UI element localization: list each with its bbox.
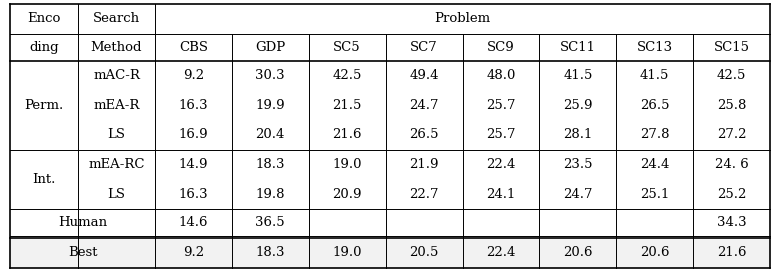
Text: GDP: GDP (255, 41, 285, 54)
Text: 34.3: 34.3 (717, 216, 746, 229)
Text: 42.5: 42.5 (717, 69, 746, 82)
Text: 16.3: 16.3 (179, 187, 208, 200)
Text: 24. 6: 24. 6 (714, 158, 749, 171)
Text: mEA-RC: mEA-RC (88, 158, 145, 171)
Text: SC9: SC9 (487, 41, 515, 54)
Text: 25.1: 25.1 (640, 187, 669, 200)
Text: 21.5: 21.5 (332, 99, 362, 112)
Text: 27.8: 27.8 (640, 128, 669, 141)
Text: 23.5: 23.5 (563, 158, 593, 171)
Text: 24.7: 24.7 (410, 99, 439, 112)
Text: 14.6: 14.6 (179, 216, 208, 229)
Text: 26.5: 26.5 (640, 99, 669, 112)
Text: 21.6: 21.6 (717, 246, 746, 259)
Text: LS: LS (108, 128, 126, 141)
Text: 42.5: 42.5 (332, 69, 362, 82)
Text: 21.9: 21.9 (410, 158, 439, 171)
Text: 36.5: 36.5 (256, 216, 285, 229)
Text: SC5: SC5 (333, 41, 361, 54)
Text: 9.2: 9.2 (183, 69, 204, 82)
Text: 18.3: 18.3 (256, 158, 285, 171)
Text: ding: ding (29, 41, 58, 54)
Text: Enco: Enco (27, 12, 61, 25)
Text: 25.8: 25.8 (717, 99, 746, 112)
Text: Int.: Int. (32, 173, 55, 186)
Text: SC15: SC15 (714, 41, 750, 54)
Text: 25.7: 25.7 (486, 128, 516, 141)
Text: 49.4: 49.4 (410, 69, 439, 82)
Text: 19.0: 19.0 (332, 158, 362, 171)
Text: 19.0: 19.0 (332, 246, 362, 259)
Text: 20.4: 20.4 (256, 128, 285, 141)
Text: 20.9: 20.9 (332, 187, 362, 200)
Text: 20.6: 20.6 (563, 246, 593, 259)
Text: CBS: CBS (179, 41, 208, 54)
Text: mAC-R: mAC-R (93, 69, 140, 82)
Text: 24.4: 24.4 (640, 158, 669, 171)
Text: 19.8: 19.8 (256, 187, 285, 200)
Text: 16.9: 16.9 (179, 128, 208, 141)
Text: 9.2: 9.2 (183, 246, 204, 259)
Text: 22.7: 22.7 (410, 187, 439, 200)
Text: Problem: Problem (434, 12, 491, 25)
Text: LS: LS (108, 187, 126, 200)
Text: 20.6: 20.6 (640, 246, 669, 259)
Text: 22.4: 22.4 (486, 246, 516, 259)
Text: 21.6: 21.6 (332, 128, 362, 141)
Text: 27.2: 27.2 (717, 128, 746, 141)
Text: 48.0: 48.0 (486, 69, 516, 82)
Text: 22.4: 22.4 (486, 158, 516, 171)
Text: 20.5: 20.5 (410, 246, 438, 259)
Text: SC11: SC11 (560, 41, 596, 54)
Text: 16.3: 16.3 (179, 99, 208, 112)
Text: 18.3: 18.3 (256, 246, 285, 259)
Text: 41.5: 41.5 (640, 69, 669, 82)
Text: Method: Method (90, 41, 142, 54)
Text: 25.7: 25.7 (486, 99, 516, 112)
Text: 30.3: 30.3 (256, 69, 285, 82)
Text: 41.5: 41.5 (563, 69, 593, 82)
Text: 19.9: 19.9 (256, 99, 285, 112)
Text: Best: Best (68, 246, 98, 259)
Text: Human: Human (58, 216, 107, 229)
Text: 28.1: 28.1 (563, 128, 593, 141)
Text: SC13: SC13 (636, 41, 672, 54)
Text: mEA-R: mEA-R (94, 99, 140, 112)
Text: 25.2: 25.2 (717, 187, 746, 200)
Text: 26.5: 26.5 (410, 128, 439, 141)
Text: 24.1: 24.1 (486, 187, 516, 200)
Text: 25.9: 25.9 (563, 99, 593, 112)
Text: SC7: SC7 (410, 41, 438, 54)
Text: 24.7: 24.7 (563, 187, 593, 200)
Text: Search: Search (93, 12, 140, 25)
Text: Perm.: Perm. (24, 99, 64, 112)
Text: 14.9: 14.9 (179, 158, 208, 171)
Bar (10, 236, 770, 268)
